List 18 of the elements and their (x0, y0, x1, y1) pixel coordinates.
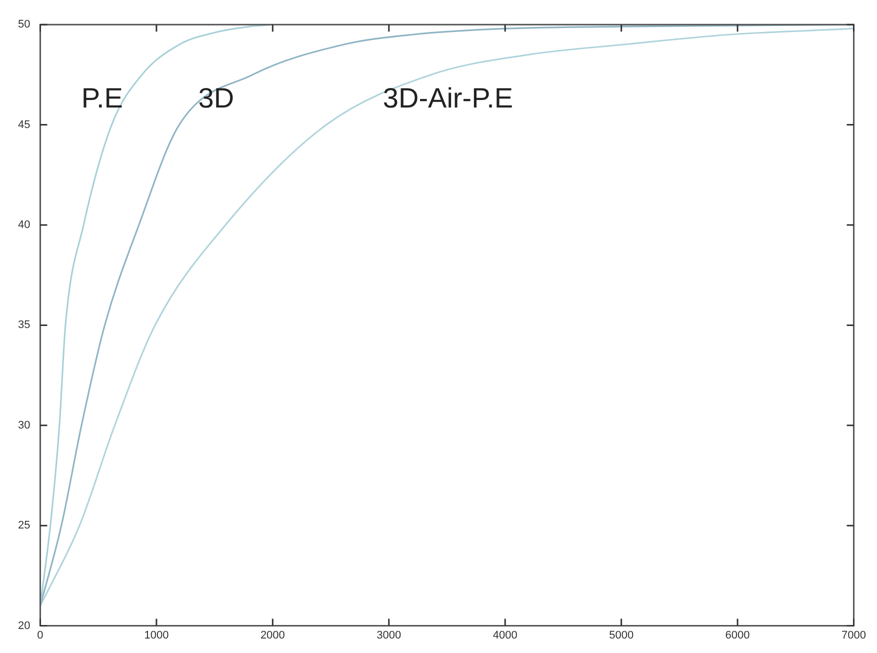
series-label: 3D (198, 82, 234, 114)
y-tick-label: 30 (18, 419, 30, 432)
x-tick-label: 0 (37, 629, 44, 642)
y-tick-label: 40 (18, 219, 30, 232)
x-tick-label: 4000 (492, 629, 518, 642)
x-tick-label: 5000 (609, 629, 634, 642)
x-tick-label: 3000 (376, 629, 402, 642)
series-label: 3D-Air-P.E (382, 82, 514, 114)
x-tick-label: 7000 (842, 629, 866, 642)
x-tick-label: 6000 (725, 629, 750, 642)
y-tick-label: 35 (18, 319, 30, 332)
series-label: P.E (81, 82, 123, 114)
y-tick-label: 25 (18, 520, 30, 532)
y-tick-label: 45 (18, 118, 30, 131)
x-tick-label: 2000 (260, 629, 285, 642)
x-tick-label: 1000 (144, 629, 169, 642)
y-tick-label: 20 (18, 620, 30, 632)
y-tick-label: 50 (18, 18, 30, 31)
